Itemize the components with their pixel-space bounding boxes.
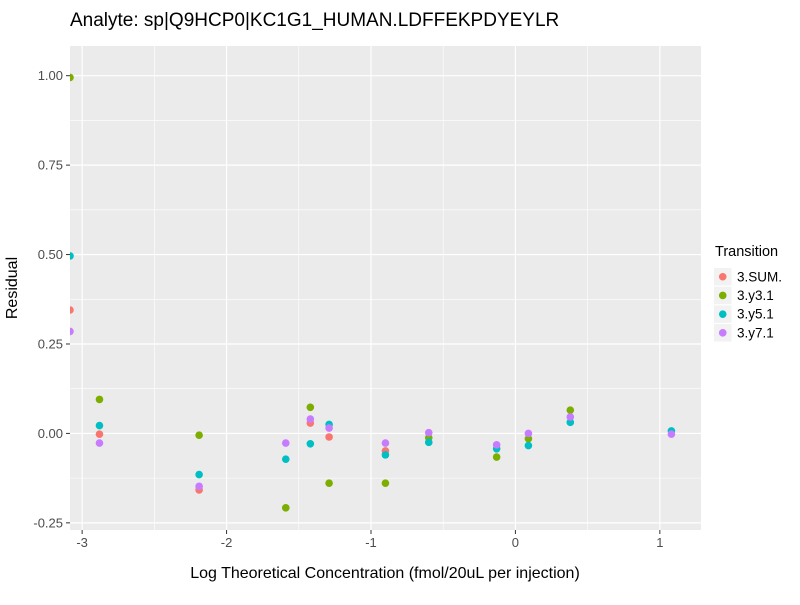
data-point-3.y7.1 [325, 424, 333, 432]
y-axis-title: Residual [4, 257, 21, 319]
data-point-3.y5.1 [381, 451, 390, 459]
data-point-3.y5.1 [566, 418, 575, 427]
x-axis-title: Log Theoretical Concentration (fmol/20uL… [190, 565, 580, 582]
axis-tick-labels: -3 -2 -1 0 1 1.00 0.75 0.50 0.25 0.00 -0.25 [33, 68, 663, 550]
data-point-3.y3.1 [281, 504, 290, 512]
legend-label-3.SUM.: 3.SUM. [737, 269, 782, 284]
x-tick-label: 0 [512, 535, 519, 550]
axis-tick-marks [66, 75, 661, 534]
data-point-3.y7.1 [381, 439, 390, 447]
data-point-3.y5.1 [70, 252, 74, 260]
y-tick-label: 0.25 [38, 336, 63, 351]
y-tick-label: 0.00 [38, 426, 63, 441]
legend-label-3.y3.1: 3.y3.1 [737, 288, 774, 303]
data-point-3.y5.1 [195, 470, 203, 479]
legend-point-3.y3.1 [718, 291, 727, 300]
legend-point-3.y7.1 [718, 329, 727, 337]
data-point-3.y7.1 [492, 441, 501, 449]
data-point-3.y7.1 [667, 430, 676, 438]
data-point-3.y5.1 [306, 439, 315, 448]
y-tick-label: 1.00 [38, 68, 63, 83]
x-tick-label: 1 [656, 535, 663, 550]
legend-point-3.y5.1 [718, 310, 727, 318]
y-tick-label: 0.50 [38, 247, 63, 262]
x-tick-label: -1 [365, 535, 377, 550]
legend-point-3.SUM. [718, 272, 727, 281]
data-point-3.y7.1 [281, 439, 290, 447]
data-point-3.y3.1 [381, 479, 390, 487]
data-point-3.y5.1 [281, 455, 290, 463]
data-point-3.y3.1 [524, 434, 533, 443]
minor-gridlines [70, 46, 701, 530]
data-point-3.y5.1 [424, 438, 433, 447]
data-point-3.y7.1 [424, 428, 433, 437]
legend-title: Transition [715, 244, 778, 260]
major-gridlines [70, 46, 701, 530]
data-point-3.SUM. [95, 430, 104, 438]
legend-label-3.y7.1: 3.y7.1 [737, 325, 774, 340]
data-point-3.SUM. [325, 433, 333, 441]
x-tick-label: -2 [221, 535, 233, 550]
data-point-3.y3.1 [195, 431, 203, 440]
data-point-3.y3.1 [566, 406, 575, 414]
data-point-3.y5.1 [95, 421, 104, 430]
data-point-3.y7.1 [195, 482, 203, 491]
data-point-3.y7.1 [70, 327, 74, 336]
data-point-3.y7.1 [524, 429, 533, 438]
data-points-layer [70, 73, 676, 512]
data-point-3.y3.1 [70, 73, 74, 82]
data-point-3.y3.1 [95, 395, 104, 404]
data-point-3.y3.1 [325, 479, 333, 487]
y-tick-label: -0.25 [33, 515, 63, 530]
y-tick-label: 0.75 [38, 158, 63, 173]
data-point-3.SUM. [70, 306, 74, 314]
data-point-3.y7.1 [306, 415, 315, 423]
plot-title: Analyte: sp|Q9HCP0|KC1G1_HUMAN.LDFFEKPDY… [70, 10, 559, 31]
data-point-3.y3.1 [492, 453, 501, 461]
legend: Transition 3.SUM. 3.y3.1 3.y5.1 3.y7.1 [714, 244, 782, 342]
data-point-3.y5.1 [524, 441, 533, 450]
data-point-3.y3.1 [306, 403, 315, 412]
data-point-3.y7.1 [566, 413, 575, 421]
legend-label-3.y5.1: 3.y5.1 [737, 307, 774, 322]
x-tick-label: -3 [76, 535, 88, 550]
data-point-3.y7.1 [95, 439, 104, 447]
